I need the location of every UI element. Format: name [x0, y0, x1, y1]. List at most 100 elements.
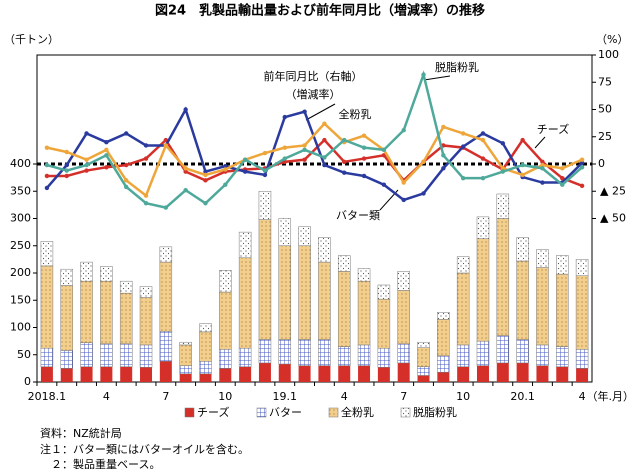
bar: [258, 339, 272, 364]
note: 注１：バター類にはバターオイルを含む。: [40, 442, 249, 456]
line-marker: [84, 168, 89, 173]
x-tick-label: 10: [218, 390, 232, 403]
bar: [397, 362, 410, 382]
line-marker: [441, 153, 446, 158]
note: 資料：NZ統計局: [40, 426, 122, 440]
y2-tick-label: ▲ 50: [600, 212, 626, 225]
bar: [337, 255, 351, 272]
x-tick-label: 10: [456, 390, 470, 403]
line-marker: [64, 149, 69, 155]
bar: [457, 366, 470, 382]
chart-title: 図24 乳製品輸出量および前年同月比（増減率）の推移: [155, 3, 485, 19]
line-marker: [143, 156, 149, 161]
line-marker: [104, 165, 109, 170]
line: [46, 138, 583, 187]
y-tick-label: 400: [10, 157, 31, 170]
bar: [476, 340, 490, 366]
bar: [199, 361, 212, 375]
bar: [496, 335, 510, 364]
bar: [100, 280, 113, 345]
annotation: 前年同月比（右軸）: [264, 69, 363, 83]
bar: [40, 265, 54, 349]
bar: [139, 297, 153, 346]
bar: [397, 343, 410, 364]
line-marker: [282, 114, 287, 120]
bar: [80, 342, 93, 367]
bar: [80, 261, 93, 282]
bar: [219, 368, 232, 382]
leader-line: [305, 103, 336, 121]
line-marker: [104, 140, 109, 145]
line-marker: [342, 137, 347, 143]
line-marker: [540, 162, 545, 168]
line-marker: [520, 172, 525, 178]
line-marker: [123, 131, 129, 136]
bar: [139, 344, 153, 368]
line-label: 脱脂粉乳: [435, 60, 479, 74]
line-marker: [342, 170, 347, 175]
line-marker: [183, 166, 188, 171]
line-marker: [560, 166, 565, 171]
bar: [60, 368, 73, 382]
bar: [377, 347, 391, 368]
line-marker: [223, 182, 228, 187]
line-marker: [44, 173, 50, 179]
bar: [278, 218, 292, 246]
bar: [159, 246, 173, 263]
bar: [358, 365, 371, 382]
bar: [556, 273, 569, 347]
bar: [496, 218, 510, 336]
y-axis-label: （千トン）: [4, 33, 59, 46]
bar: [199, 373, 212, 382]
bar: [179, 341, 192, 346]
bar: [556, 255, 569, 275]
y-tick-label: 0: [24, 375, 31, 388]
bar: [536, 249, 549, 268]
bar: [298, 245, 311, 340]
line-marker: [84, 162, 89, 168]
bar: [456, 256, 470, 274]
bar: [338, 365, 351, 382]
line-marker: [203, 201, 208, 206]
y2-tick-label: 0: [598, 157, 605, 170]
line-marker: [302, 109, 307, 114]
bar: [556, 366, 569, 382]
bar: [476, 238, 490, 342]
bar: [437, 372, 450, 382]
bar: [219, 291, 232, 350]
line-marker: [44, 145, 50, 150]
line-marker: [520, 162, 525, 168]
line-label: 全粉乳: [339, 107, 372, 121]
x-tick-label: 4: [103, 390, 110, 403]
legend-swatch: [400, 407, 411, 418]
line-marker: [500, 166, 506, 171]
x-tick-label: 20.1: [510, 390, 535, 403]
line-marker: [163, 205, 169, 210]
legend-label: チーズ: [197, 405, 229, 419]
line-marker: [361, 133, 367, 138]
line-marker: [242, 169, 248, 174]
line-marker: [282, 145, 287, 150]
line-marker: [421, 191, 426, 196]
line-marker: [44, 185, 50, 191]
line-marker: [579, 165, 585, 170]
bar: [199, 331, 212, 362]
bar: [496, 362, 509, 382]
bar: [159, 331, 173, 362]
bar: [437, 355, 450, 373]
y-tick-label: 300: [10, 212, 31, 225]
bar: [536, 344, 549, 366]
line-marker: [163, 143, 169, 148]
y-tick-label: 250: [10, 239, 31, 252]
bar: [278, 245, 292, 340]
line-marker: [500, 169, 506, 174]
bar: [238, 257, 252, 349]
line-marker: [460, 131, 466, 136]
bar: [119, 292, 133, 345]
line-marker: [540, 159, 545, 165]
bar: [80, 280, 93, 344]
line-marker: [579, 157, 585, 162]
y-tick-label: 150: [10, 293, 31, 306]
line-marker: [401, 128, 406, 133]
note: ２：製品重量ベース。: [40, 457, 160, 469]
